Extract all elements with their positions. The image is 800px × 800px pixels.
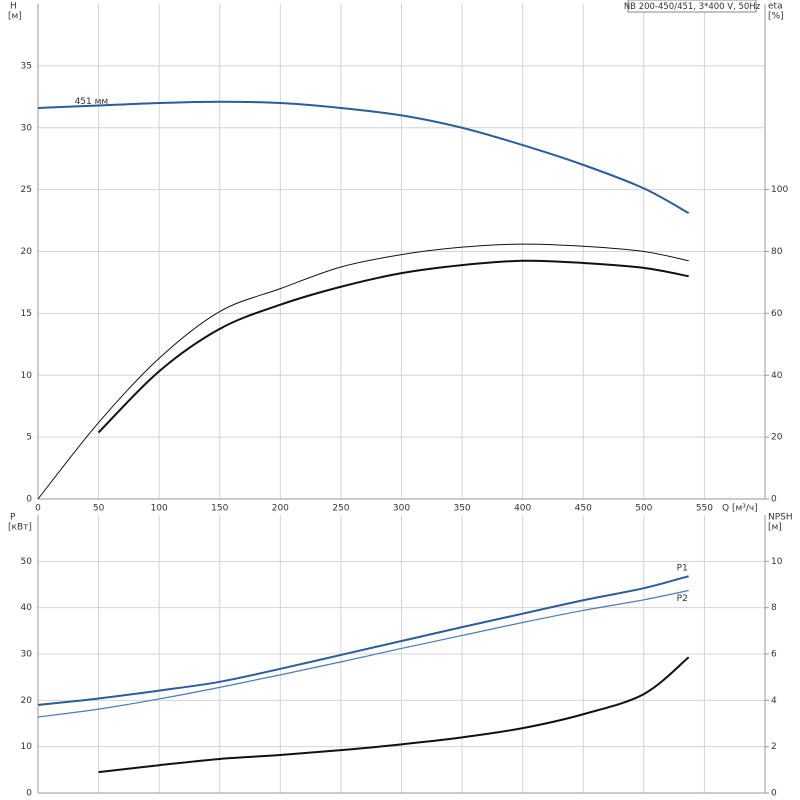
y2-tick-label: 20 — [771, 433, 783, 443]
y-label-unit: [кВт] — [8, 523, 32, 533]
y2-tick-label: 80 — [771, 247, 783, 257]
curve — [37, 100, 690, 215]
series-label: 451 мм — [75, 97, 109, 107]
curve — [37, 243, 689, 500]
series-label: P1 — [677, 564, 688, 574]
title-box — [627, 0, 757, 13]
y-label: P — [10, 513, 16, 523]
x-tick-label: 450 — [575, 504, 592, 514]
x-tick-label: 400 — [514, 504, 531, 514]
series-label: P2 — [677, 594, 688, 604]
y2-tick-label: 2 — [771, 742, 777, 752]
y2-tick-label: 100 — [771, 185, 788, 195]
y2-tick-label: 40 — [771, 371, 783, 381]
y-label: H — [10, 2, 17, 12]
x-tick-label: 100 — [151, 504, 168, 514]
y2-label-unit: [%] — [768, 12, 784, 22]
curve — [37, 575, 689, 706]
y-label-unit: [м] — [8, 12, 22, 22]
y-tick-label: 20 — [21, 247, 33, 257]
x-tick-label: 550 — [696, 504, 713, 514]
x-tick-label: 300 — [393, 504, 410, 514]
curve — [98, 656, 690, 774]
y-tick-label: 10 — [21, 742, 33, 752]
x-tick-label: 200 — [272, 504, 289, 514]
y-tick-label: 5 — [26, 433, 32, 443]
y-tick-label: 50 — [21, 557, 33, 567]
y-tick-label: 20 — [21, 696, 33, 706]
y2-tick-label: 0 — [771, 495, 777, 505]
chart-title: NB 200-450/451, 3*400 V, 50Hz — [624, 2, 761, 12]
x-tick-label: 350 — [453, 504, 470, 514]
y2-label: eta — [768, 2, 783, 12]
y-tick-label: 15 — [21, 309, 32, 319]
y2-label: NPSH — [768, 513, 793, 523]
y-tick-label: 30 — [21, 123, 33, 133]
y-tick-label: 40 — [21, 603, 33, 613]
y2-tick-label: 6 — [771, 650, 777, 660]
x-label: Q [м³/ч] — [722, 504, 758, 514]
y2-tick-label: 0 — [771, 789, 777, 799]
y2-label-unit: [м] — [768, 523, 782, 533]
y-tick-label: 0 — [26, 495, 32, 505]
x-tick-label: 50 — [93, 504, 105, 514]
curve — [97, 259, 689, 434]
y-tick-label: 35 — [21, 61, 32, 71]
y-tick-label: 10 — [21, 371, 33, 381]
curve — [37, 589, 689, 718]
x-tick-label: 0 — [35, 504, 41, 514]
x-tick-label: 150 — [211, 504, 228, 514]
y2-tick-label: 4 — [771, 696, 777, 706]
y2-tick-label: 8 — [771, 603, 777, 613]
y-tick-label: 25 — [21, 185, 32, 195]
y2-tick-label: 10 — [771, 557, 783, 567]
y2-tick-label: 60 — [771, 309, 783, 319]
x-tick-label: 500 — [635, 504, 652, 514]
x-tick-label: 250 — [332, 504, 349, 514]
y-tick-label: 0 — [26, 789, 32, 799]
y-tick-label: 30 — [21, 650, 33, 660]
